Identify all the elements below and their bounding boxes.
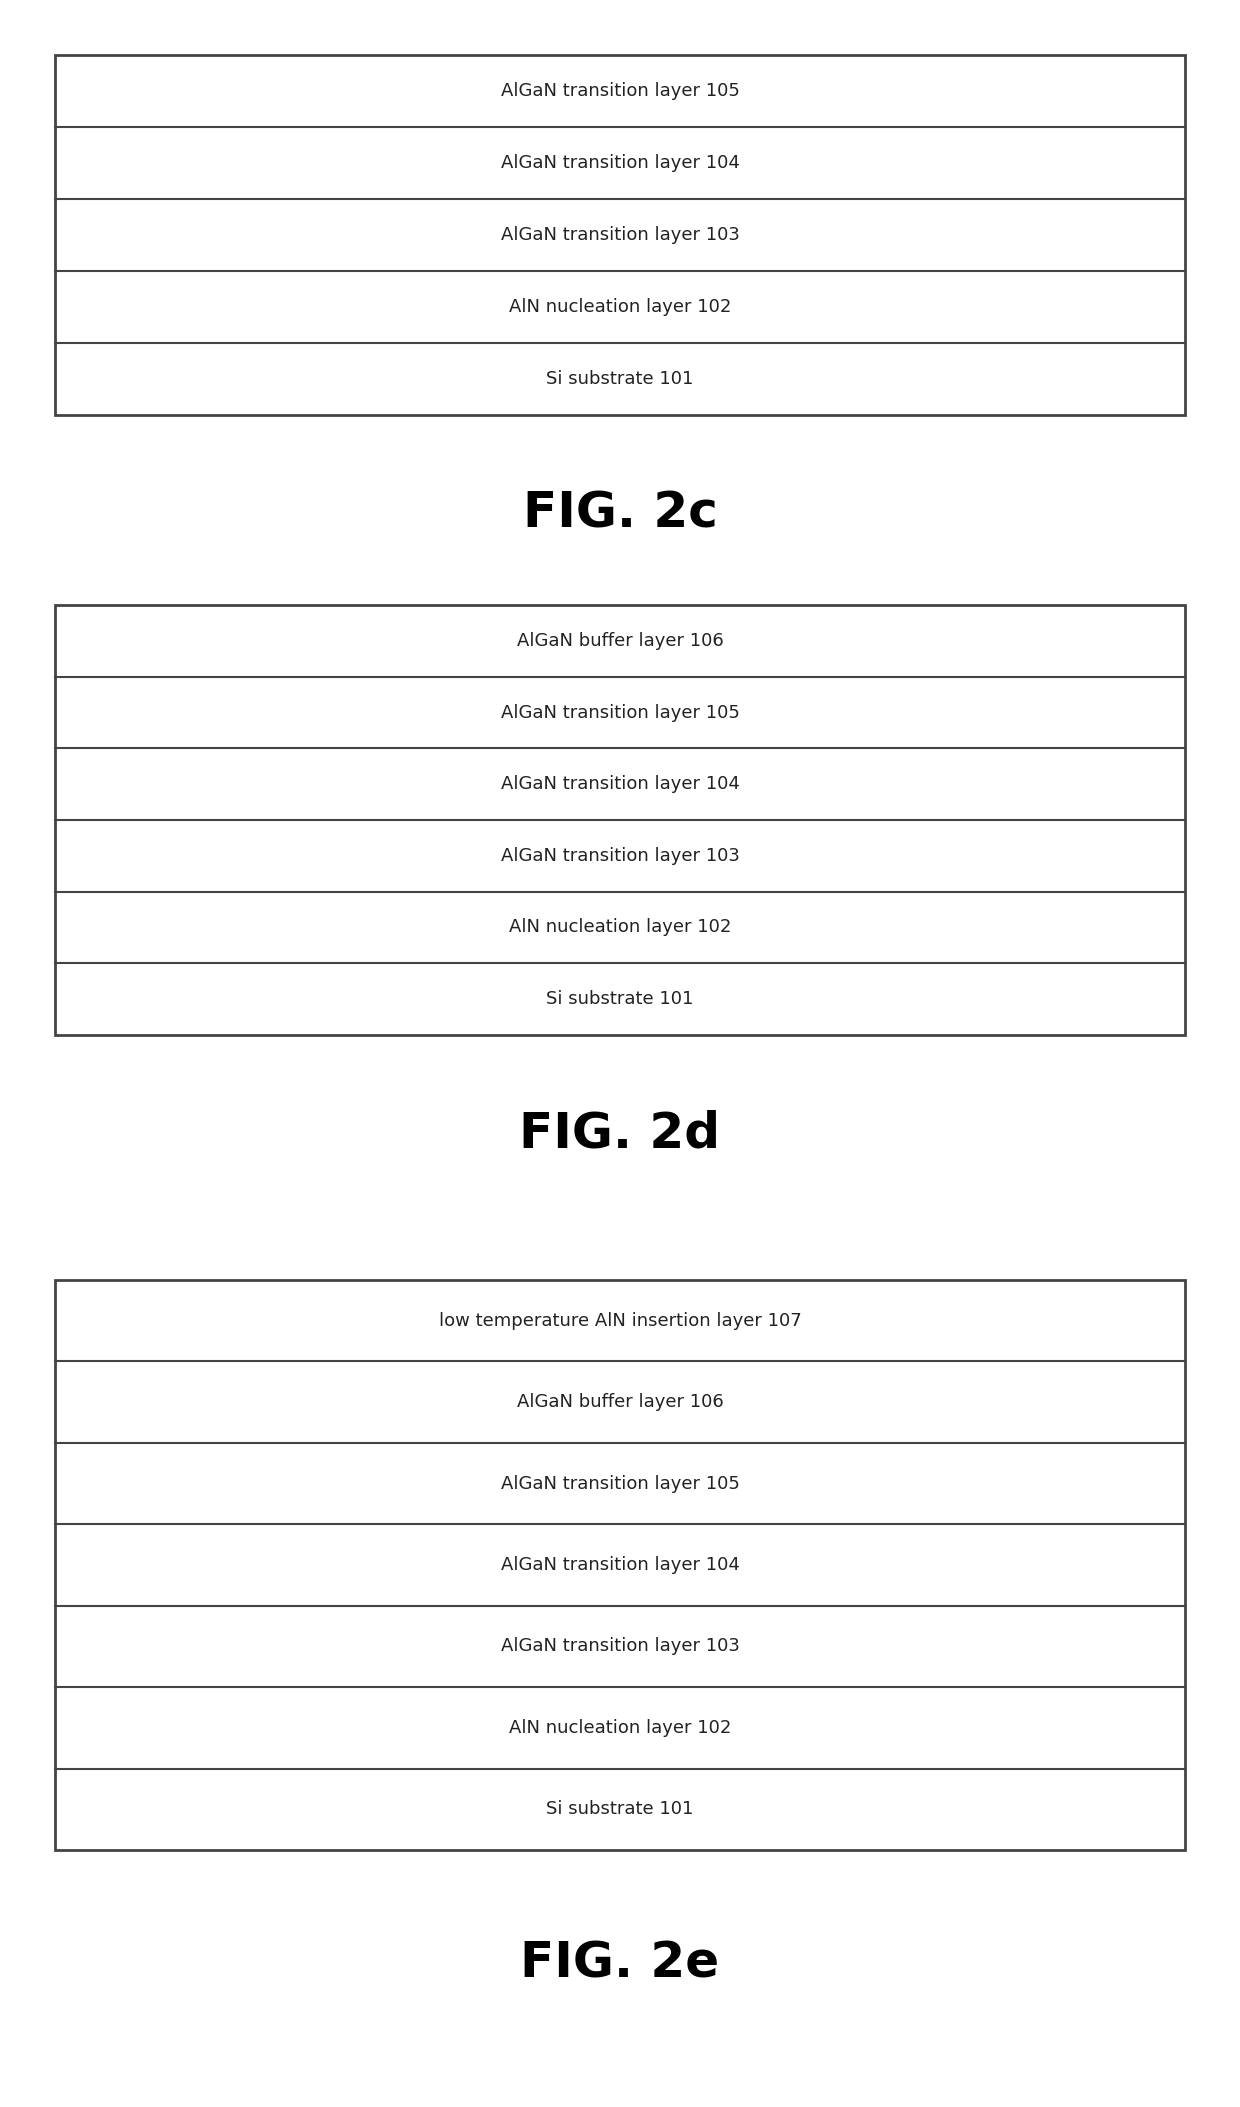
Text: AlGaN transition layer 105: AlGaN transition layer 105 [501,1475,739,1492]
Text: AlGaN transition layer 105: AlGaN transition layer 105 [501,82,739,99]
Text: low temperature AlN insertion layer 107: low temperature AlN insertion layer 107 [439,1313,801,1330]
Text: AlGaN transition layer 104: AlGaN transition layer 104 [501,154,739,173]
Text: AlN nucleation layer 102: AlN nucleation layer 102 [508,919,732,936]
Text: AlGaN transition layer 103: AlGaN transition layer 103 [501,1637,739,1656]
Text: Si substrate 101: Si substrate 101 [547,990,693,1007]
Text: AlGaN transition layer 103: AlGaN transition layer 103 [501,847,739,864]
Text: AlGaN transition layer 104: AlGaN transition layer 104 [501,1555,739,1574]
Text: AlN nucleation layer 102: AlN nucleation layer 102 [508,297,732,316]
Bar [55,55,1185,415]
Bar [55,1279,1185,1850]
Text: AlGaN buffer layer 106: AlGaN buffer layer 106 [517,632,723,649]
Text: AlN nucleation layer 102: AlN nucleation layer 102 [508,1719,732,1736]
Text: AlGaN transition layer 103: AlGaN transition layer 103 [501,225,739,244]
Text: AlGaN buffer layer 106: AlGaN buffer layer 106 [517,1393,723,1412]
Text: AlGaN transition layer 104: AlGaN transition layer 104 [501,775,739,792]
Text: Si substrate 101: Si substrate 101 [547,371,693,388]
Text: FIG. 2e: FIG. 2e [521,1941,719,1989]
Text: FIG. 2c: FIG. 2c [522,491,718,537]
Text: FIG. 2d: FIG. 2d [520,1110,720,1159]
Text: AlGaN transition layer 105: AlGaN transition layer 105 [501,704,739,721]
Bar [55,605,1185,1035]
Text: Si substrate 101: Si substrate 101 [547,1799,693,1818]
